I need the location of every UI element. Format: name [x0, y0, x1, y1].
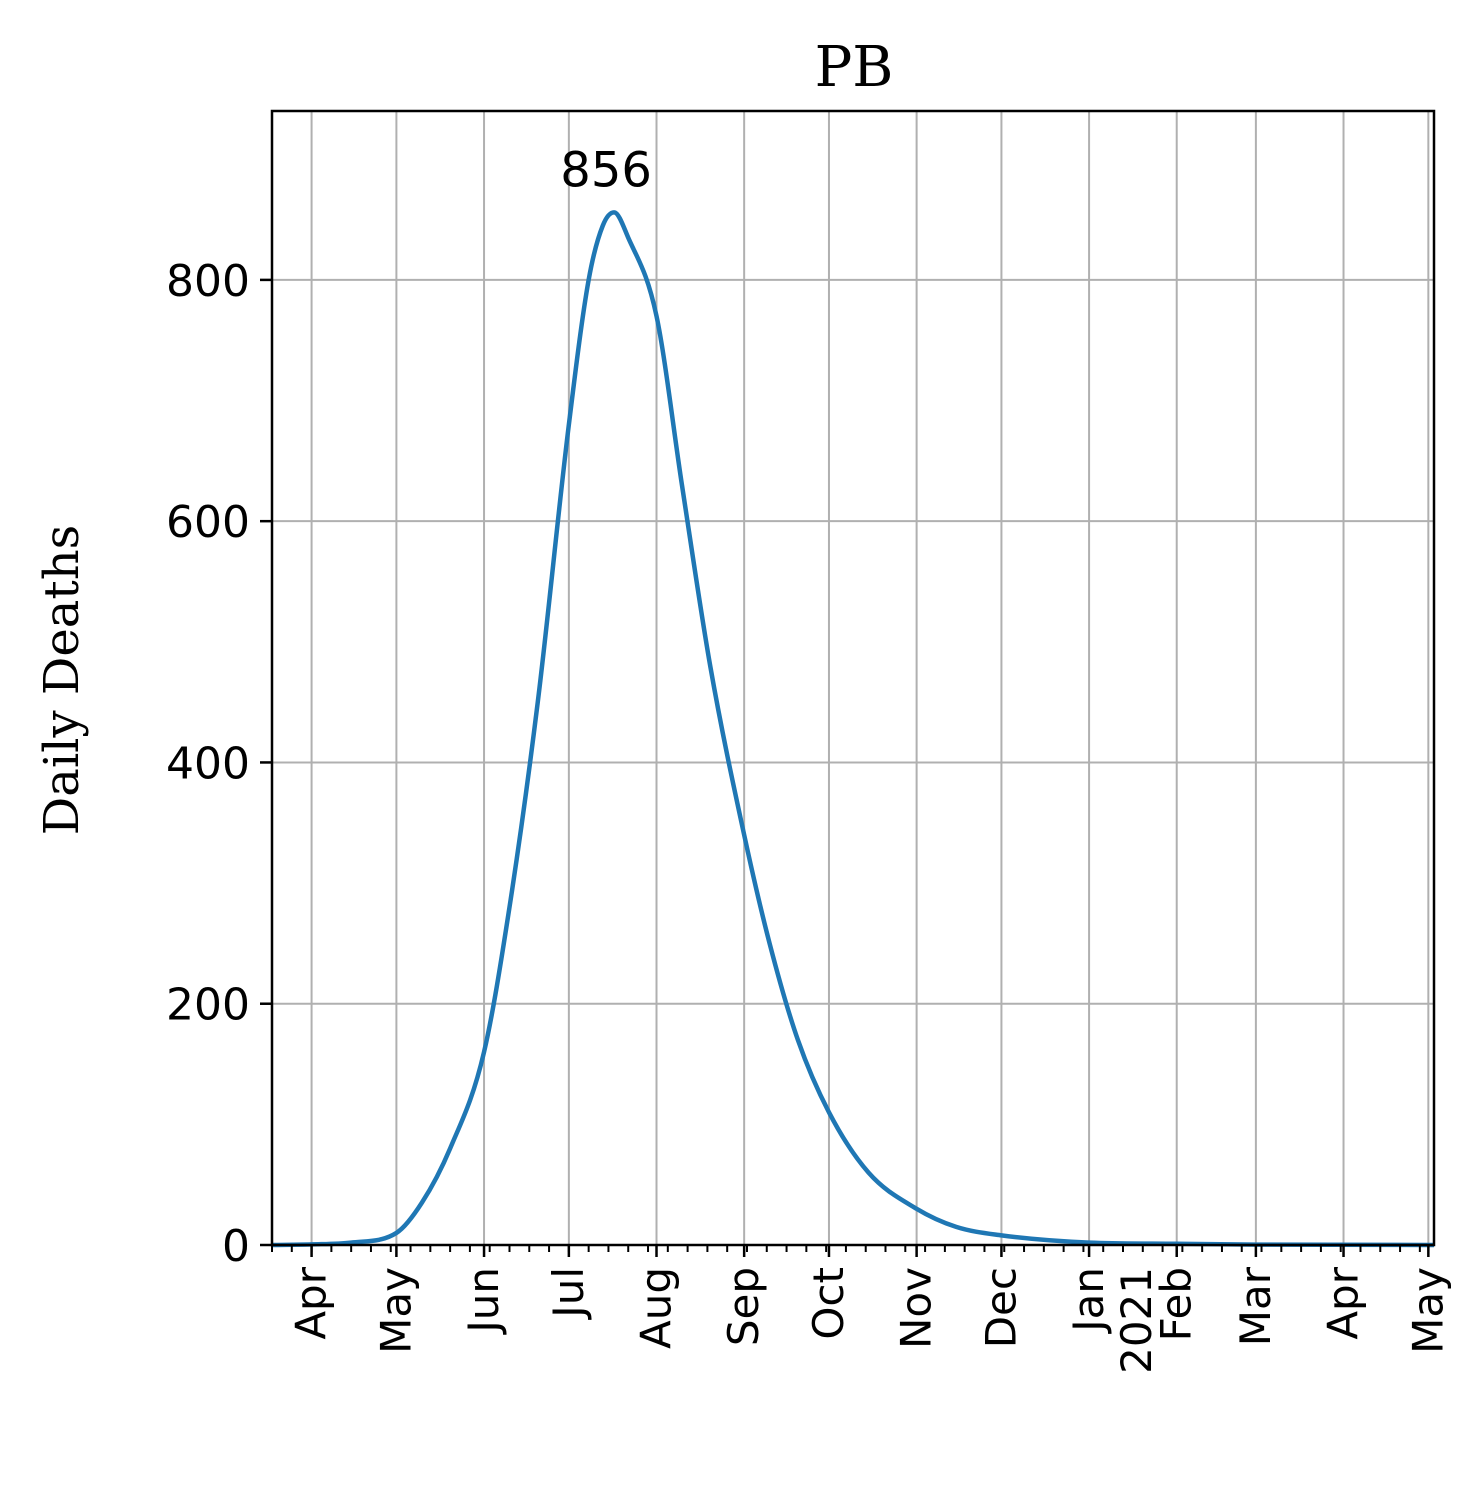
y-tick-label: 600 — [166, 497, 250, 548]
annotation-layer: 856 — [560, 142, 652, 198]
plot-frame — [270, 109, 1436, 1247]
x-tick-label: May — [371, 1267, 420, 1354]
x-tick-label: Nov — [892, 1267, 941, 1349]
x-tick-label: Dec — [976, 1267, 1025, 1348]
x-tick-label: Jan — [1064, 1267, 1113, 1335]
axis-ticks: 0 200 400 600 800 Apr May Jun Jul Aug Sep Oct Nov Dec… — [166, 256, 1452, 1374]
grid-lines — [272, 111, 1434, 1246]
peak-annotation: 856 — [560, 142, 652, 198]
y-tick-label: 0 — [222, 1221, 250, 1272]
y-tick-label: 200 — [166, 980, 250, 1031]
chart-title: PB — [815, 35, 894, 100]
x-tick-label: Oct — [804, 1267, 853, 1340]
y-axis-label: Daily Deaths — [34, 525, 90, 836]
x-tick-label: Feb — [1152, 1267, 1201, 1341]
y-tick-label: 800 — [166, 256, 250, 307]
series-layer — [271, 210, 1435, 1248]
x-tick-label: Jun — [459, 1267, 508, 1336]
x-tick-label: Jul — [544, 1267, 593, 1321]
x-tick-label: Sep — [719, 1267, 768, 1346]
x-tick-label: May — [1403, 1267, 1452, 1354]
x-tick-label: 2021 — [1112, 1267, 1161, 1374]
x-tick-label: Apr — [287, 1266, 336, 1339]
x-tick-label: Apr — [1319, 1266, 1368, 1339]
x-tick-label: Aug — [632, 1267, 681, 1349]
series-line — [271, 210, 1435, 1248]
y-tick-label: 400 — [166, 738, 250, 789]
x-tick-label: Mar — [1231, 1266, 1280, 1346]
